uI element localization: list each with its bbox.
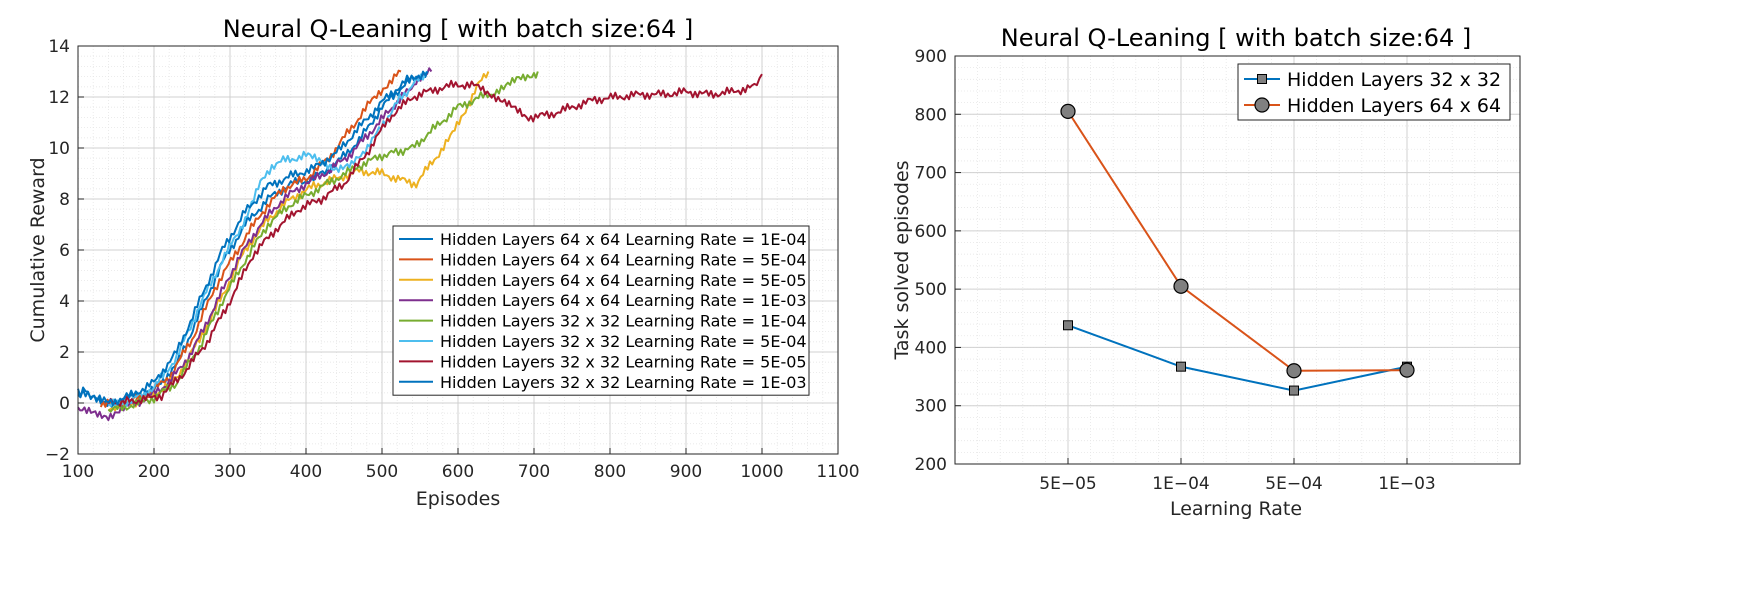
series-line (1067, 110, 1408, 372)
x-tick-label: 400 (290, 462, 322, 482)
x-tick-label: 500 (366, 462, 398, 482)
y-tick-label: 500 (915, 280, 947, 300)
x-tick-label: 1100 (816, 462, 859, 482)
legend-entry: Hidden Layers 64 x 64 Learning Rate = 5E… (440, 250, 807, 269)
right-chart-title: Neural Q-Leaning [ with batch size:64 ] (1001, 24, 1471, 52)
y-tick-label: 900 (915, 47, 947, 67)
right-chart-ticks: 5E−05 1E−04 5E−04 1E−03 200 300 400 500 600 700 80… (915, 47, 1436, 494)
left-chart-y-label: Cumulative Reward (27, 157, 49, 342)
data-point-circle (1399, 362, 1415, 378)
legend-entry: Hidden Layers 32 x 32 Learning Rate = 1E… (440, 373, 807, 392)
left-chart: Neural Q-Leaning [ with batch size:64 ] … (27, 15, 860, 510)
y-tick-label: 2 (59, 343, 70, 363)
data-point-square (1063, 320, 1073, 331)
y-tick-label: 0 (59, 394, 70, 414)
legend-entry: Hidden Layers 64 x 64 Learning Rate = 1E… (440, 291, 807, 310)
legend-entry: Hidden Layers 64 x 64 Learning Rate = 5E… (440, 271, 807, 290)
x-tick-label: 1E−04 (1152, 474, 1209, 494)
data-point-square (1176, 361, 1186, 372)
legend-entry: Hidden Layers 64 x 64 (1287, 95, 1501, 117)
left-chart-ticks: 100 200 300 400 500 600 700 800 900 1000 1100 −2 0 2 4… (45, 37, 860, 482)
legend-entry: Hidden Layers 32 x 32 Learning Rate = 5E… (440, 352, 807, 371)
y-tick-label: 6 (59, 241, 70, 261)
y-tick-label: 200 (915, 455, 947, 475)
y-tick-label: 12 (48, 88, 70, 108)
x-tick-label: 300 (214, 462, 246, 482)
right-chart: Neural Q-Leaning [ with batch size:64 ] … (891, 24, 1521, 520)
data-point-circle (1173, 278, 1189, 294)
legend-entry: Hidden Layers 64 x 64 Learning Rate = 1E… (440, 230, 807, 249)
y-tick-label: 300 (915, 397, 947, 417)
legend-box (1237, 63, 1511, 121)
x-tick-label: 1E−03 (1378, 474, 1435, 494)
data-point-circle (1060, 103, 1076, 119)
x-tick-label: 1000 (740, 462, 783, 482)
y-tick-label: 10 (48, 139, 70, 159)
series-line (99, 69, 402, 409)
legend-entry: Hidden Layers 32 x 32 (1287, 69, 1501, 91)
x-tick-label: 5E−04 (1265, 474, 1322, 494)
legend-entry: Hidden Layers 32 x 32 Learning Rate = 5E… (440, 332, 807, 351)
series-line (107, 73, 763, 407)
series-line (77, 70, 429, 407)
right-chart-x-label: Learning Rate (1170, 498, 1302, 520)
legend-marker-circle (1254, 97, 1270, 113)
x-tick-label: 600 (442, 462, 474, 482)
left-chart-x-label: Episodes (416, 488, 501, 510)
y-tick-label: 800 (915, 105, 947, 125)
y-tick-label: 8 (59, 190, 70, 210)
y-tick-label: 600 (915, 222, 947, 242)
y-tick-label: 14 (48, 37, 70, 57)
x-tick-label: 900 (670, 462, 702, 482)
legend-entry: Hidden Layers 32 x 32 Learning Rate = 1E… (440, 312, 807, 331)
data-point-circle (1286, 363, 1302, 379)
right-chart-y-label: Task solved episodes (891, 160, 913, 360)
legend-box (392, 225, 810, 396)
y-tick-label: 4 (59, 292, 70, 312)
left-chart-legend: Hidden Layers 64 x 64 Learning Rate = 1E… (392, 225, 810, 396)
left-chart-title: Neural Q-Leaning [ with batch size:64 ] (223, 15, 693, 43)
series-line (107, 71, 539, 413)
x-tick-label: 100 (62, 462, 94, 482)
y-tick-label: 700 (915, 164, 947, 184)
left-chart-lines (77, 67, 763, 422)
x-tick-label: 700 (518, 462, 550, 482)
right-chart-legend: Hidden Layers 32 x 32 Hidden Layers 64 x … (1237, 63, 1511, 121)
right-chart-lines (1060, 103, 1415, 396)
y-tick-label: 400 (915, 338, 947, 358)
right-chart-plot-frame (954, 55, 1521, 465)
y-tick-label: −2 (45, 445, 70, 465)
data-point-square (1289, 385, 1299, 396)
series-line (1067, 324, 1408, 392)
x-tick-label: 200 (138, 462, 170, 482)
x-tick-label: 5E−05 (1039, 474, 1096, 494)
x-tick-label: 800 (594, 462, 626, 482)
legend-marker-square (1257, 74, 1267, 84)
